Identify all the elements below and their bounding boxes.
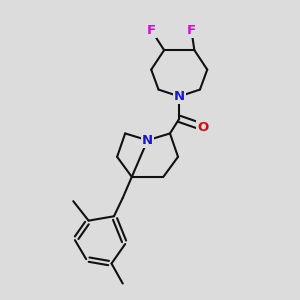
Text: F: F — [147, 24, 156, 37]
Text: F: F — [187, 24, 196, 37]
Text: N: N — [142, 134, 153, 147]
Text: N: N — [174, 90, 185, 103]
Text: O: O — [197, 121, 209, 134]
